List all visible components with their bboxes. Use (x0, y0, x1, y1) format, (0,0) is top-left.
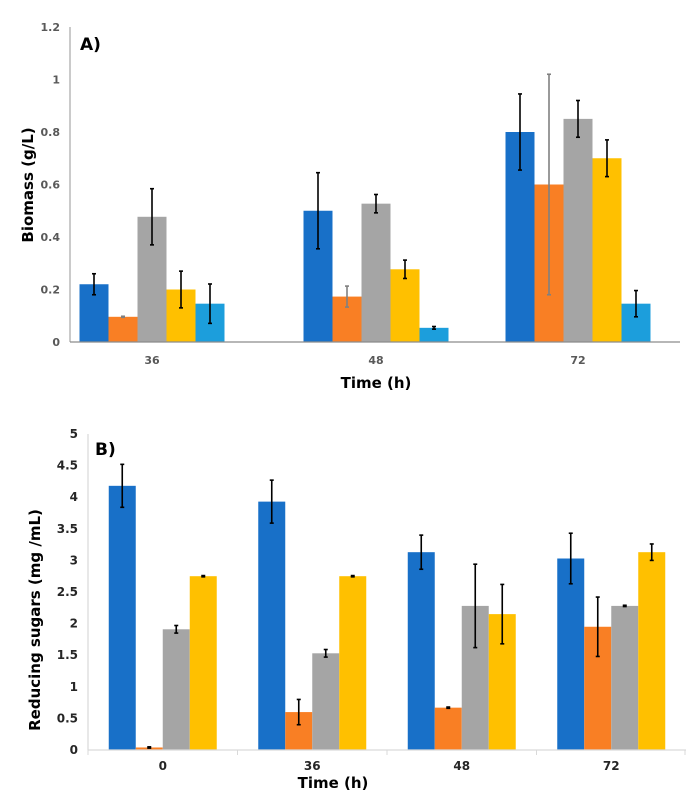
x-tick-label: 0 (159, 759, 167, 773)
chart-a-x-axis-title: Time (h) (341, 374, 412, 392)
bar (361, 203, 391, 342)
error-bar (201, 574, 206, 578)
y-tick-label: 1.2 (41, 21, 61, 34)
error-bar (174, 624, 179, 634)
error-bar (403, 259, 407, 280)
error-bar (432, 325, 436, 330)
x-tick-label: 48 (368, 354, 383, 367)
bar (108, 316, 138, 342)
chart-b-x-ticks: 0 36 48 72 (87, 750, 686, 773)
error-bar (296, 698, 301, 726)
bar (563, 118, 593, 342)
y-tick-label: 0.5 (57, 711, 78, 725)
error-bar (179, 270, 183, 309)
x-tick-label: 72 (603, 759, 620, 773)
chart-a-y-axis-title: Biomass (g/L) (19, 127, 37, 242)
error-bar (595, 596, 600, 658)
error-bar (419, 534, 424, 571)
error-bar (121, 315, 125, 319)
y-tick-label: 0.2 (41, 284, 61, 297)
bar (258, 501, 286, 750)
error-bar (350, 574, 355, 578)
chart-a-x-ticks: 36 48 72 (144, 354, 585, 367)
y-tick-label: 4.5 (57, 459, 78, 473)
error-bar (568, 532, 573, 585)
error-bar (605, 139, 609, 178)
error-bar (446, 706, 451, 710)
error-bar (92, 272, 96, 296)
bar (638, 552, 666, 750)
x-tick-label: 48 (453, 759, 470, 773)
bar (611, 605, 639, 750)
error-bar (150, 187, 154, 246)
x-tick-label: 72 (570, 354, 585, 367)
error-bar (473, 563, 478, 649)
chart-b: 0 0.5 1 1.5 2 2.5 3 3.5 4 4.5 5 0 36 48 72 B) Time (h… (26, 427, 686, 792)
chart-a: 0 0.2 0.4 0.6 0.8 1 1.2 36 48 72 A) Time (h) Bio… (19, 21, 680, 392)
y-tick-label: 0 (70, 743, 78, 757)
error-bar (518, 93, 522, 171)
error-bar (374, 193, 378, 214)
bar (162, 629, 190, 750)
error-bar (208, 283, 212, 325)
error-bar (649, 543, 654, 562)
error-bar (576, 99, 580, 139)
y-tick-label: 0.8 (41, 126, 61, 139)
bar (108, 485, 136, 750)
bar (434, 707, 462, 750)
y-tick-label: 3 (70, 553, 78, 567)
bar (189, 576, 217, 750)
error-bar (269, 479, 274, 524)
y-tick-label: 1 (52, 74, 60, 87)
bar (312, 653, 340, 750)
y-tick-label: 0 (52, 336, 60, 349)
y-tick-label: 3.5 (57, 522, 78, 536)
chart-b-y-ticks: 0 0.5 1 1.5 2 2.5 3 3.5 4 4.5 5 (57, 427, 78, 757)
y-tick-label: 1 (70, 680, 78, 694)
chart-b-bars (108, 485, 666, 750)
error-bar (316, 171, 320, 250)
y-tick-label: 2 (70, 617, 78, 631)
chart-b-error-bars (120, 463, 654, 749)
y-tick-label: 0.6 (41, 179, 61, 192)
y-tick-label: 5 (70, 427, 78, 441)
bar (339, 576, 367, 750)
chart-b-panel-label: B) (95, 440, 116, 460)
error-bar (500, 583, 505, 645)
y-tick-label: 0.4 (41, 231, 61, 244)
chart-a-error-bars (92, 73, 638, 330)
chart-a-y-ticks: 0 0.2 0.4 0.6 0.8 1 1.2 (41, 21, 61, 349)
error-bar (147, 746, 152, 749)
x-tick-label: 36 (304, 759, 321, 773)
chart-b-y-axis-title: Reducing sugars (mg /mL) (26, 509, 44, 731)
error-bar (345, 285, 349, 308)
bar (557, 558, 585, 750)
chart-b-x-axis-title: Time (h) (298, 774, 369, 792)
error-bar (634, 289, 638, 318)
chart-a-panel-label: A) (80, 35, 101, 55)
x-tick-label: 36 (144, 354, 160, 367)
y-tick-label: 4 (70, 490, 78, 504)
chart-a-bars (79, 118, 651, 342)
bar (419, 327, 449, 342)
error-bar (547, 73, 551, 296)
y-tick-label: 2.5 (57, 585, 78, 599)
y-tick-label: 1.5 (57, 648, 78, 662)
error-bar (120, 463, 125, 509)
error-bar (323, 648, 328, 658)
bar (592, 158, 622, 342)
bar (390, 269, 420, 342)
error-bar (622, 604, 627, 608)
bar (407, 552, 435, 750)
